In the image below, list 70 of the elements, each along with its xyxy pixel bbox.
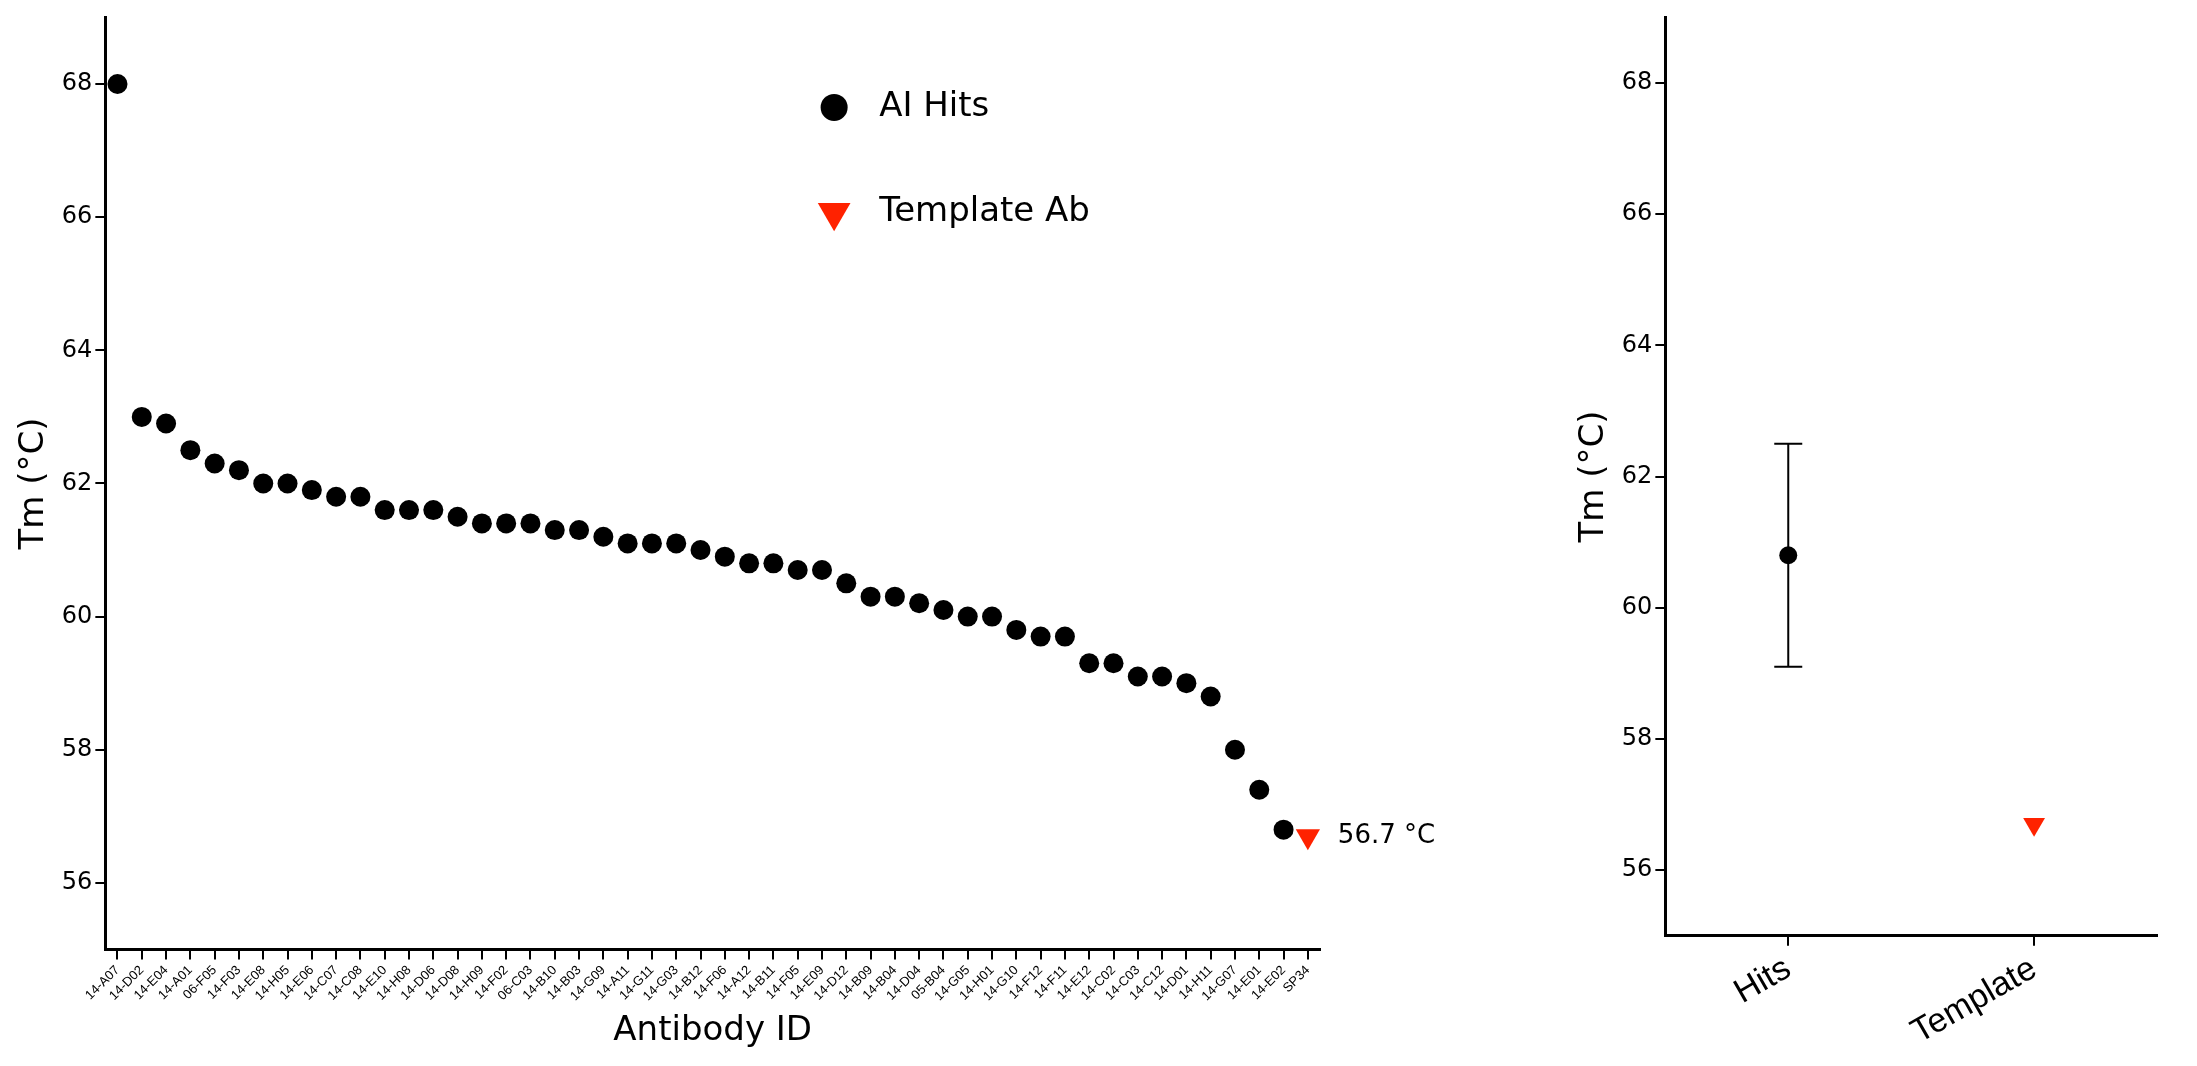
- x-axis-title: Antibody ID: [613, 1008, 813, 1049]
- point: [811, 560, 832, 581]
- point: [180, 440, 201, 461]
- point: [714, 546, 735, 567]
- y-axis-title: Tm (°C): [11, 417, 52, 551]
- y-tick-label: 68: [61, 68, 93, 97]
- point: [1127, 666, 1148, 687]
- point: [787, 560, 808, 581]
- x-tick-label: Hits: [1726, 947, 1797, 1010]
- point: [957, 606, 978, 627]
- point: [982, 606, 1003, 627]
- legend-label: Template Ab: [878, 189, 1090, 230]
- point: [860, 586, 881, 607]
- y-tick-label: 60: [1621, 591, 1653, 620]
- point: [641, 533, 662, 554]
- point: [1176, 673, 1197, 694]
- y-tick-label: 56: [1621, 854, 1653, 883]
- y-tick-label: 58: [1621, 723, 1653, 752]
- point: [131, 406, 152, 427]
- point: [1200, 686, 1221, 707]
- point: [423, 500, 444, 521]
- legend-label: AI Hits: [879, 84, 990, 125]
- point: [593, 526, 614, 547]
- point: [204, 453, 225, 474]
- data-label: 56.7 °C: [1337, 819, 1436, 850]
- point: [1006, 619, 1027, 640]
- point: [739, 553, 760, 574]
- point: [617, 533, 638, 554]
- point: [326, 486, 347, 507]
- y-tick-label: 64: [61, 334, 93, 363]
- point: [1030, 626, 1051, 647]
- point: [884, 586, 905, 607]
- y-tick-label: 62: [61, 467, 93, 496]
- point: [399, 500, 419, 521]
- point: [666, 533, 687, 554]
- point: [690, 540, 711, 561]
- y-tick-label: 56: [61, 867, 93, 896]
- y-tick-label: 58: [61, 734, 93, 763]
- point: [253, 473, 274, 494]
- point: [1054, 626, 1075, 647]
- point: [763, 553, 784, 574]
- point: [350, 486, 371, 507]
- point: [1224, 739, 1245, 760]
- point: [447, 506, 468, 527]
- point: [1273, 819, 1294, 840]
- point: [1103, 653, 1124, 674]
- point: [569, 520, 590, 541]
- point: [471, 513, 492, 534]
- y-axis-title: Tm (°C): [1571, 410, 1612, 544]
- point: [520, 513, 541, 534]
- point: [277, 473, 298, 494]
- point: [836, 573, 857, 594]
- y-tick-label: 64: [1621, 329, 1653, 358]
- point: [933, 599, 954, 620]
- point: [1152, 666, 1173, 687]
- point: [228, 460, 249, 481]
- point: [1249, 779, 1270, 800]
- point: [544, 520, 565, 541]
- point: [374, 500, 395, 521]
- point: [496, 513, 517, 534]
- y-tick-label: 62: [1621, 460, 1653, 489]
- y-tick-label: 60: [61, 600, 93, 629]
- y-tick-label: 66: [61, 201, 93, 230]
- point: [156, 413, 177, 434]
- point: [107, 73, 128, 94]
- point: [909, 593, 930, 614]
- y-tick-label: 66: [1621, 198, 1653, 227]
- point: [301, 480, 322, 501]
- point: [1079, 653, 1100, 674]
- y-tick-label: 68: [1621, 67, 1653, 96]
